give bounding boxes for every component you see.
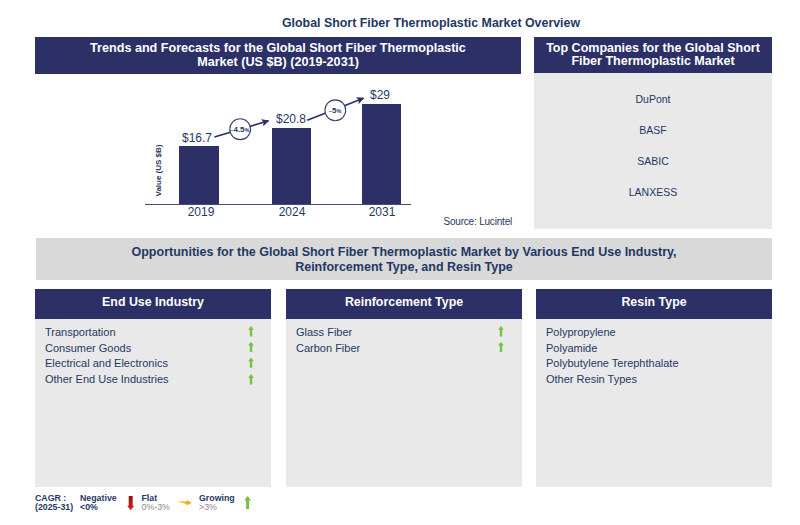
svg-text:~5%: ~5% [329, 106, 342, 115]
svg-text:~4.5%: ~4.5% [230, 125, 250, 134]
